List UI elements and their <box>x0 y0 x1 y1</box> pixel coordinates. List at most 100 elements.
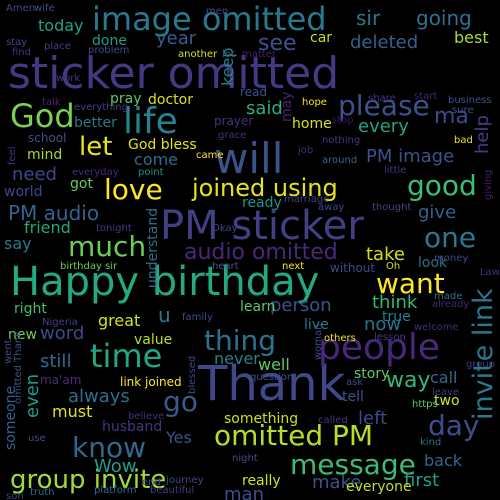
cloud-word: tell <box>342 389 364 405</box>
cloud-word: made <box>434 291 463 302</box>
cloud-word: audio omitted <box>184 240 338 265</box>
cloud-word: group <box>466 359 496 370</box>
cloud-word: life <box>123 101 178 142</box>
cloud-word: tonight <box>96 223 132 234</box>
cloud-word: person <box>270 295 332 316</box>
cloud-word: little <box>384 165 407 176</box>
cloud-word: home <box>292 116 332 132</box>
cloud-word: story <box>354 366 390 382</box>
cloud-word: omitted PM <box>214 419 374 452</box>
cloud-word: please <box>338 89 430 122</box>
cloud-word: make <box>312 472 362 493</box>
cloud-word: world <box>4 184 43 200</box>
cloud-word: already <box>432 299 470 310</box>
cloud-word: sir <box>356 6 381 30</box>
cloud-word: PM sticker <box>160 203 364 249</box>
cloud-word: Thank <box>198 356 346 412</box>
cloud-word: one <box>424 221 477 254</box>
cloud-word: know <box>72 431 146 464</box>
cloud-word: going <box>416 6 472 30</box>
cloud-word: start <box>414 91 438 102</box>
cloud-word: called <box>318 415 348 426</box>
cloud-word: word <box>40 323 85 344</box>
cloud-word: sticker omitted <box>8 48 340 99</box>
cloud-word: school <box>28 131 67 145</box>
cloud-word: others <box>324 333 356 344</box>
cloud-word: ready <box>242 195 282 211</box>
cloud-word: son <box>6 491 24 500</box>
cloud-word: must <box>52 402 93 421</box>
cloud-word: mind <box>27 147 63 163</box>
cloud-word: next <box>282 261 305 272</box>
cloud-word: two <box>434 393 460 409</box>
cloud-word: grace <box>218 130 247 141</box>
cloud-word: go <box>163 385 198 418</box>
cloud-word: birthday sir <box>60 261 118 272</box>
cloud-word: without <box>330 261 376 275</box>
cloud-word: Law <box>480 267 500 278</box>
cloud-word: really <box>242 473 281 489</box>
cloud-word: job <box>298 145 314 156</box>
cloud-word: heart <box>212 261 239 272</box>
cloud-word: PM image <box>366 146 455 167</box>
cloud-word: doctor <box>148 92 193 108</box>
cloud-word: invite link <box>468 288 499 420</box>
cloud-word: kind <box>420 437 442 448</box>
cloud-word: thing <box>204 324 277 357</box>
cloud-word: talk <box>42 97 61 108</box>
cloud-word: find <box>12 47 31 58</box>
cloud-word: now <box>364 314 402 335</box>
cloud-word: ma'am <box>40 373 82 387</box>
cloud-word: help <box>472 115 493 154</box>
cloud-word: leave <box>432 387 460 398</box>
cloud-word: still <box>40 351 72 372</box>
cloud-word: left <box>358 408 388 429</box>
cloud-word: beautiful <box>150 485 195 496</box>
cloud-word: great <box>98 311 141 330</box>
cloud-word: Okay <box>212 223 238 234</box>
cloud-word: link joined <box>120 375 182 389</box>
cloud-word: way <box>386 368 431 393</box>
cloud-word: wife <box>34 3 55 14</box>
cloud-word: today <box>38 16 84 35</box>
cloud-word: family <box>182 312 213 323</box>
cloud-word: Oh <box>386 261 401 272</box>
cloud-word: true <box>382 309 411 325</box>
cloud-word: live <box>304 317 329 333</box>
cloud-word: year <box>156 28 197 49</box>
cloud-word: see <box>258 31 297 56</box>
cloud-word: think <box>372 292 418 313</box>
cloud-word: never <box>214 349 260 368</box>
cloud-word: image omitted <box>92 0 327 38</box>
cloud-word: everything <box>74 102 128 113</box>
cloud-word: point <box>138 167 164 178</box>
cloud-word: much <box>68 230 147 263</box>
cloud-word: thought <box>372 202 412 213</box>
cloud-word: hope <box>302 97 327 108</box>
cloud-word: new <box>8 327 37 343</box>
cloud-word: take <box>366 244 405 265</box>
cloud-word: may <box>279 91 295 122</box>
cloud-word: God <box>10 97 75 135</box>
cloud-word: let <box>79 132 113 162</box>
cloud-word: matter <box>242 49 276 60</box>
cloud-word: something <box>224 411 299 427</box>
cloud-word: said <box>246 98 283 119</box>
cloud-word: truth <box>30 487 55 498</box>
cloud-word: men <box>206 6 229 17</box>
cloud-word: every <box>358 116 409 137</box>
cloud-word: Yes <box>166 428 192 447</box>
cloud-word: Happy birthday <box>10 259 320 305</box>
cloud-word: https <box>412 399 438 410</box>
cloud-word: time <box>90 337 163 375</box>
cloud-word: deleted <box>350 32 419 53</box>
cloud-word: everyday <box>72 167 119 178</box>
cloud-word: money <box>434 253 469 264</box>
cloud-word: lot <box>222 49 235 60</box>
cloud-word: blessed <box>187 355 198 394</box>
cloud-word: message <box>290 448 416 481</box>
cloud-word: another <box>178 49 218 60</box>
cloud-word: around <box>322 155 358 166</box>
cloud-word: everyone <box>346 479 412 495</box>
